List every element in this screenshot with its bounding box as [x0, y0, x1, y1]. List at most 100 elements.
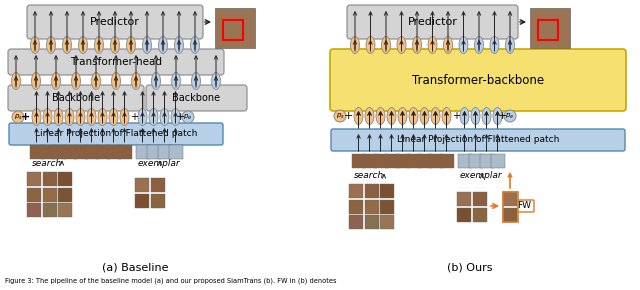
Bar [63, 145, 77, 159]
Ellipse shape [72, 72, 81, 90]
Bar [40, 145, 54, 159]
Ellipse shape [365, 108, 374, 124]
Ellipse shape [127, 37, 136, 53]
Bar [135, 193, 149, 208]
Bar [136, 145, 150, 159]
Bar [58, 188, 72, 202]
Bar [503, 208, 517, 222]
Bar [95, 145, 109, 159]
Ellipse shape [54, 108, 63, 126]
Ellipse shape [109, 108, 118, 126]
Text: Linear Projection of Flattened patch: Linear Projection of Flattened patch [397, 135, 559, 144]
Bar [429, 154, 442, 168]
Ellipse shape [420, 108, 429, 124]
Bar [503, 192, 517, 206]
Bar [374, 154, 387, 168]
Bar [27, 188, 41, 202]
Text: $p_e$: $p_e$ [184, 113, 193, 122]
Ellipse shape [428, 37, 437, 53]
Ellipse shape [95, 37, 104, 53]
Ellipse shape [171, 108, 180, 126]
Text: $p_s$: $p_s$ [335, 111, 344, 121]
Bar [380, 215, 394, 229]
Bar [42, 203, 56, 217]
Ellipse shape [31, 37, 40, 53]
Ellipse shape [120, 108, 129, 126]
Ellipse shape [191, 72, 200, 90]
Ellipse shape [459, 37, 468, 53]
Text: Transformer-head: Transformer-head [70, 57, 162, 67]
Bar [406, 154, 420, 168]
Bar [380, 200, 394, 213]
Ellipse shape [387, 108, 396, 124]
Text: +: + [175, 112, 185, 122]
Bar [150, 193, 164, 208]
Text: exemplar: exemplar [460, 171, 502, 180]
Ellipse shape [460, 108, 469, 124]
Bar [417, 154, 431, 168]
Text: +: + [452, 111, 460, 121]
Bar [349, 184, 363, 198]
Bar [365, 215, 378, 229]
Bar [396, 154, 410, 168]
Ellipse shape [366, 37, 375, 53]
Ellipse shape [444, 37, 452, 53]
Ellipse shape [398, 108, 407, 124]
Bar [380, 184, 394, 198]
Bar [42, 172, 56, 186]
Bar [42, 188, 56, 202]
Text: FW: FW [517, 202, 531, 211]
Bar [472, 192, 486, 206]
Bar [351, 154, 365, 168]
Text: Predictor: Predictor [408, 17, 458, 27]
Ellipse shape [351, 37, 360, 53]
Ellipse shape [431, 108, 440, 124]
Bar [349, 215, 363, 229]
Bar [74, 145, 88, 159]
Ellipse shape [482, 108, 491, 124]
Bar [215, 8, 255, 48]
Text: exemplar: exemplar [138, 159, 180, 168]
FancyBboxPatch shape [8, 85, 144, 111]
Text: (a) Baseline: (a) Baseline [102, 263, 169, 273]
FancyBboxPatch shape [518, 200, 534, 212]
Ellipse shape [111, 72, 120, 90]
Ellipse shape [376, 108, 385, 124]
Text: search: search [32, 159, 62, 168]
Bar [27, 172, 41, 186]
Text: Backbone: Backbone [172, 93, 221, 103]
Bar [51, 145, 65, 159]
Bar [458, 154, 472, 168]
Bar [29, 145, 44, 159]
Bar [58, 172, 72, 186]
Bar [440, 154, 454, 168]
Bar [538, 20, 558, 40]
Ellipse shape [490, 37, 499, 53]
Bar [168, 145, 182, 159]
FancyBboxPatch shape [331, 129, 625, 151]
Ellipse shape [175, 37, 184, 53]
Bar [118, 145, 131, 159]
Ellipse shape [92, 72, 100, 90]
Ellipse shape [409, 108, 418, 124]
Bar [530, 8, 570, 48]
Bar [150, 178, 164, 192]
FancyBboxPatch shape [146, 85, 247, 111]
Bar [349, 200, 363, 213]
Circle shape [334, 110, 346, 122]
Text: (b) Ours: (b) Ours [447, 263, 493, 273]
FancyBboxPatch shape [9, 123, 223, 145]
Bar [58, 203, 72, 217]
Bar [457, 192, 471, 206]
FancyBboxPatch shape [330, 49, 626, 111]
Ellipse shape [149, 108, 158, 126]
Bar [479, 154, 493, 168]
Text: $p_s$: $p_s$ [13, 113, 22, 122]
Ellipse shape [12, 72, 20, 90]
Text: +: + [130, 112, 138, 122]
Ellipse shape [65, 108, 74, 126]
Ellipse shape [152, 72, 161, 90]
Text: Figure 3: The pipeline of the baseline model (a) and our proposed SiamTrans (b).: Figure 3: The pipeline of the baseline m… [5, 278, 337, 284]
Text: Backbone: Backbone [52, 93, 100, 103]
Ellipse shape [191, 37, 200, 53]
